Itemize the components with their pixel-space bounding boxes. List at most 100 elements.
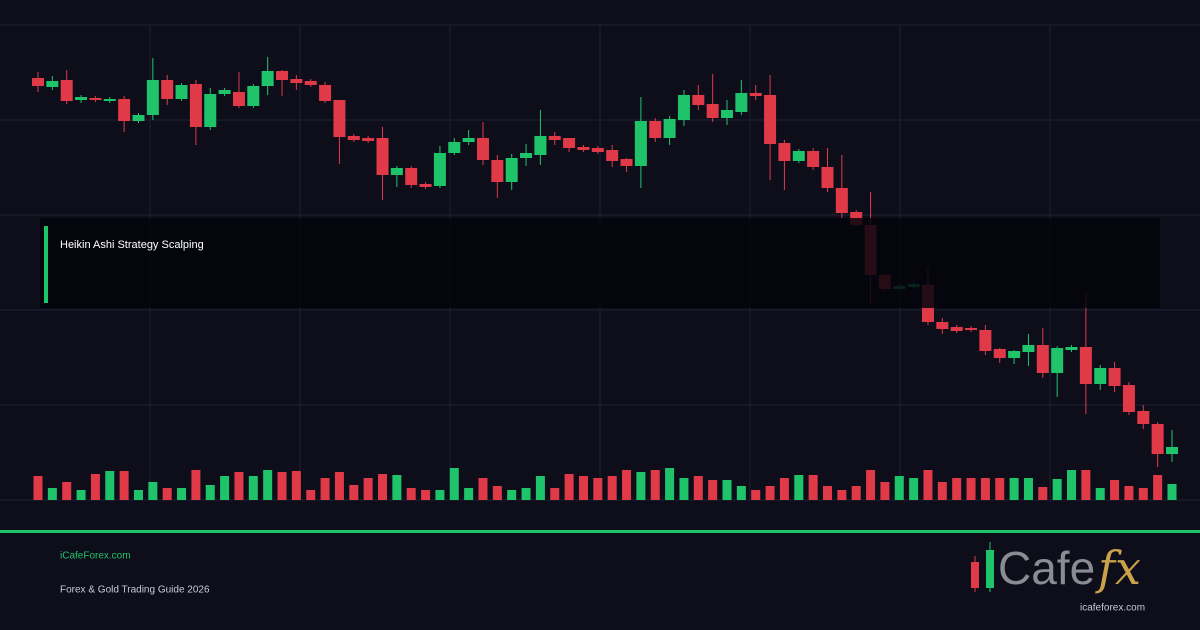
logo-icon (986, 550, 994, 588)
body (319, 85, 332, 101)
body (936, 322, 949, 329)
accent-bar (44, 226, 48, 303)
body (692, 95, 705, 105)
logo-accent: fx (1095, 541, 1141, 595)
volume-bar (1009, 478, 1019, 500)
body (706, 104, 719, 118)
body (520, 153, 533, 158)
volume-bar (320, 478, 330, 500)
volume-bar (148, 482, 158, 500)
volume-bar (636, 472, 646, 500)
body (1079, 347, 1092, 384)
volume-bar (263, 470, 273, 500)
body (1137, 411, 1150, 424)
body (146, 80, 159, 115)
volume-bar (162, 488, 172, 500)
volume-bar (1110, 480, 1120, 500)
body (204, 94, 217, 127)
volume-bar (449, 468, 459, 500)
volume-bar (90, 474, 100, 500)
body (634, 121, 647, 166)
body (261, 71, 274, 86)
volume-bar (133, 490, 143, 500)
volume-bar (894, 476, 904, 500)
body (362, 138, 375, 141)
body (75, 97, 88, 100)
body (32, 78, 44, 86)
body (749, 93, 762, 96)
volume-bar (794, 475, 804, 500)
body (462, 138, 475, 142)
volume-bar (535, 476, 545, 500)
body (534, 136, 547, 155)
volume-bar (277, 472, 287, 500)
volume-bar (119, 471, 129, 500)
logo-text: Cafe (998, 542, 1095, 594)
body (993, 349, 1006, 358)
divider (0, 530, 1200, 533)
volume-bar (421, 490, 431, 500)
volume-bar (923, 470, 933, 500)
volume-bar (765, 486, 775, 500)
volume-bar (291, 471, 301, 500)
volume-bar (808, 475, 818, 500)
body (591, 148, 604, 152)
body (376, 138, 389, 175)
body (950, 327, 963, 331)
volume-bar (722, 480, 732, 500)
volume-bar (693, 476, 703, 500)
body (491, 160, 504, 182)
volume-bar (177, 488, 187, 500)
volume-bar (851, 486, 861, 500)
volume-bar (679, 478, 689, 500)
body (405, 168, 418, 185)
volume-bar (191, 470, 201, 500)
body (419, 184, 432, 187)
volume-bar (363, 478, 373, 500)
body (807, 151, 820, 167)
body (979, 330, 992, 351)
volume-bar (521, 488, 531, 500)
body (577, 147, 590, 150)
title: Heikin Ashi Strategy Scalping (60, 239, 204, 251)
body (276, 71, 289, 80)
volume-bar (220, 476, 230, 500)
volume-bar (550, 488, 560, 500)
body (175, 85, 188, 99)
body (764, 95, 777, 144)
volume-bar (995, 478, 1005, 500)
volume-bar (650, 470, 660, 500)
body (778, 143, 791, 161)
volume-bar (909, 478, 919, 500)
body (548, 136, 561, 140)
volume-bar (779, 478, 789, 500)
body (60, 80, 73, 101)
volume-bar (406, 488, 416, 500)
body (677, 95, 690, 120)
volume-bar (1052, 479, 1062, 500)
body (290, 79, 303, 83)
body (433, 153, 446, 186)
logo-url: icafeforex.com (1080, 603, 1145, 614)
body (118, 99, 131, 121)
body (390, 168, 403, 175)
volume-bar (47, 488, 57, 500)
body (247, 86, 260, 106)
logo-icon (971, 562, 979, 588)
body (476, 138, 489, 160)
volume-bar (837, 490, 847, 500)
body (347, 136, 360, 140)
body (1151, 424, 1164, 454)
body (663, 119, 676, 138)
volume-bar (866, 470, 876, 500)
body (1036, 345, 1049, 373)
volume-bar (1038, 487, 1048, 500)
volume-bar (234, 472, 244, 500)
body (103, 99, 116, 101)
volume-bar (435, 490, 445, 500)
volume-bar (708, 480, 718, 500)
body (505, 158, 518, 182)
volume-bar (607, 476, 617, 500)
volume-bar (665, 468, 675, 500)
